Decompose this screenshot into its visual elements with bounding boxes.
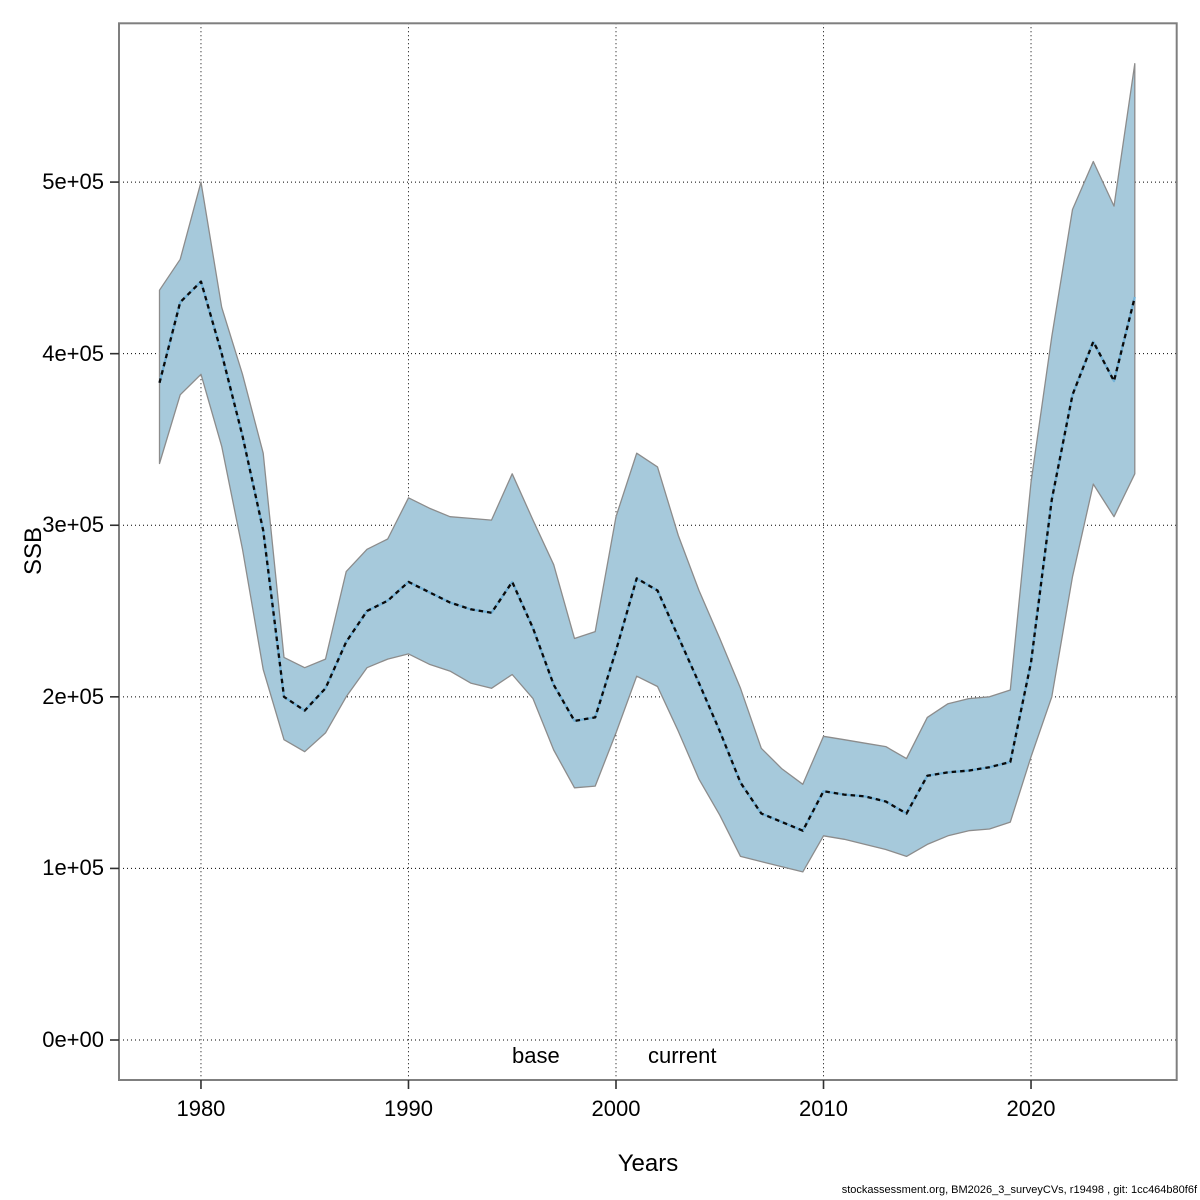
legend-current-label: current — [648, 1043, 717, 1068]
plot-border — [118, 22, 1178, 1081]
x-tick-label: 1990 — [383, 1096, 433, 1121]
y-axis-title: SSB — [20, 526, 47, 576]
x-tick-label: 2000 — [591, 1096, 641, 1121]
x-tick-label: 2020 — [1006, 1096, 1056, 1121]
x-tick-label: 2010 — [799, 1096, 848, 1121]
y-tick-label: 3e+05 — [42, 512, 104, 538]
y-tick-label: 0e+00 — [42, 1027, 104, 1052]
x-tick-label: 1980 — [176, 1096, 226, 1121]
confidence-band — [158, 63, 1136, 873]
legend-base-label: base — [512, 1043, 560, 1068]
current-line-dashed — [158, 280, 1136, 832]
y-tick-label: 2e+05 — [42, 683, 104, 709]
footer-citation: stockassessment.org, BM2026_3_surveyCVs,… — [841, 1184, 1197, 1196]
y-tick-label: 1e+05 — [42, 855, 104, 881]
x-axis-title: Years — [617, 1150, 679, 1177]
y-tick-label: 5e+05 — [42, 169, 104, 195]
y-tick-label: 4e+05 — [42, 340, 104, 366]
